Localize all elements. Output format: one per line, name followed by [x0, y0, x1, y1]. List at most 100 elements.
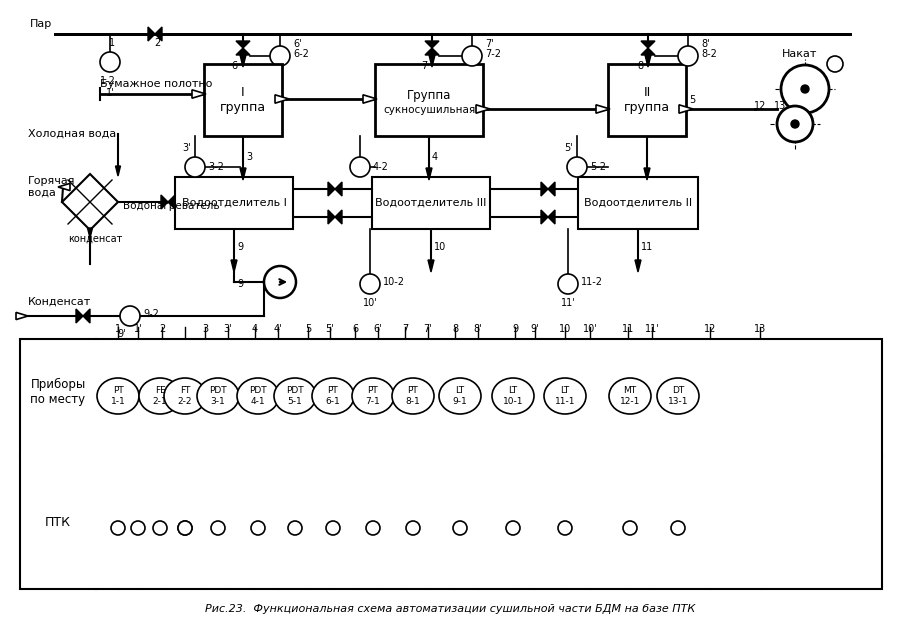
Polygon shape	[192, 90, 206, 98]
Circle shape	[360, 274, 380, 294]
Ellipse shape	[274, 378, 316, 414]
Polygon shape	[541, 182, 548, 196]
Text: LT
11-1: LT 11-1	[555, 386, 575, 406]
Polygon shape	[58, 183, 70, 190]
Circle shape	[777, 106, 813, 142]
Text: 11: 11	[641, 242, 654, 252]
Text: 3-2: 3-2	[208, 162, 224, 172]
Text: 4: 4	[432, 152, 438, 162]
Polygon shape	[476, 105, 490, 113]
Text: 5': 5'	[565, 143, 574, 153]
Text: 8': 8'	[701, 39, 709, 49]
Polygon shape	[115, 166, 120, 176]
Polygon shape	[644, 168, 650, 180]
Text: 10': 10'	[362, 298, 378, 308]
Circle shape	[326, 521, 340, 535]
Text: Приборы
по месту: Приборы по месту	[31, 378, 85, 406]
Circle shape	[100, 52, 120, 72]
Ellipse shape	[544, 378, 586, 414]
Ellipse shape	[439, 378, 481, 414]
Text: Бумажное полотно: Бумажное полотно	[100, 79, 212, 89]
Ellipse shape	[657, 378, 699, 414]
Text: 11: 11	[622, 324, 634, 334]
Text: 9-2: 9-2	[143, 309, 159, 319]
Text: MT
12-1: MT 12-1	[619, 386, 640, 406]
Text: 2: 2	[154, 38, 160, 48]
Polygon shape	[275, 95, 289, 103]
Text: 11': 11'	[561, 298, 575, 308]
Ellipse shape	[352, 378, 394, 414]
Text: 13: 13	[774, 101, 786, 111]
Text: PT
8-1: PT 8-1	[405, 386, 421, 406]
Ellipse shape	[609, 378, 651, 414]
Text: Водоотделитель I: Водоотделитель I	[182, 198, 287, 208]
Circle shape	[791, 120, 799, 128]
Text: 1': 1'	[134, 324, 142, 334]
Text: 9: 9	[237, 242, 243, 252]
Text: 11-2: 11-2	[581, 277, 603, 287]
Polygon shape	[645, 55, 651, 67]
Text: 7': 7'	[423, 324, 432, 334]
Text: 1': 1'	[106, 88, 114, 98]
Text: DT
13-1: DT 13-1	[668, 386, 689, 406]
Circle shape	[111, 521, 125, 535]
Text: 1: 1	[115, 324, 121, 334]
Polygon shape	[240, 55, 246, 67]
Text: Водонагреватель: Водонагреватель	[123, 201, 219, 211]
Polygon shape	[168, 195, 175, 209]
Bar	[578, 177, 698, 229]
Polygon shape	[148, 27, 155, 41]
Circle shape	[678, 46, 698, 66]
Text: PT
1-1: PT 1-1	[111, 386, 125, 406]
Text: 12: 12	[704, 324, 717, 334]
Text: Холодная вода: Холодная вода	[28, 129, 116, 139]
Text: ПТК: ПТК	[45, 517, 71, 530]
Text: 5-2: 5-2	[590, 162, 606, 172]
Text: LT
9-1: LT 9-1	[452, 386, 467, 406]
Circle shape	[120, 306, 140, 326]
Text: 12: 12	[754, 101, 766, 111]
Text: PDT
4-1: PDT 4-1	[249, 386, 267, 406]
Polygon shape	[426, 168, 432, 180]
Text: Горячая
вода: Горячая вода	[28, 176, 76, 198]
Circle shape	[153, 521, 167, 535]
Polygon shape	[87, 228, 93, 238]
Polygon shape	[641, 41, 655, 48]
Circle shape	[178, 521, 192, 535]
Polygon shape	[335, 210, 342, 224]
Text: 7: 7	[402, 324, 408, 334]
Circle shape	[264, 266, 296, 298]
Polygon shape	[16, 313, 28, 319]
Polygon shape	[596, 105, 610, 113]
Text: Водоотделитель III: Водоотделитель III	[375, 198, 486, 208]
Text: 6: 6	[232, 61, 238, 71]
Text: 3': 3'	[224, 324, 232, 334]
Polygon shape	[76, 309, 83, 323]
Polygon shape	[429, 55, 435, 67]
Circle shape	[350, 157, 370, 177]
Bar	[175, 177, 293, 229]
Ellipse shape	[492, 378, 534, 414]
Circle shape	[801, 85, 809, 93]
Polygon shape	[335, 182, 342, 196]
Circle shape	[406, 521, 420, 535]
Text: 3': 3'	[182, 143, 191, 153]
Circle shape	[185, 157, 205, 177]
Text: 10: 10	[434, 242, 446, 252]
Text: Пар: Пар	[30, 19, 52, 29]
Circle shape	[453, 521, 467, 535]
Polygon shape	[641, 48, 655, 55]
Circle shape	[827, 56, 843, 72]
Text: Водоотделитель II: Водоотделитель II	[584, 198, 692, 208]
Polygon shape	[425, 41, 439, 48]
Circle shape	[251, 521, 265, 535]
Text: конденсат: конденсат	[68, 234, 122, 244]
Polygon shape	[328, 210, 335, 224]
Text: 3: 3	[202, 324, 208, 334]
Text: 9: 9	[237, 279, 243, 289]
Text: 6': 6'	[374, 324, 382, 334]
Polygon shape	[155, 27, 162, 41]
Circle shape	[131, 521, 145, 535]
Ellipse shape	[237, 378, 279, 414]
Bar	[204, 64, 282, 136]
